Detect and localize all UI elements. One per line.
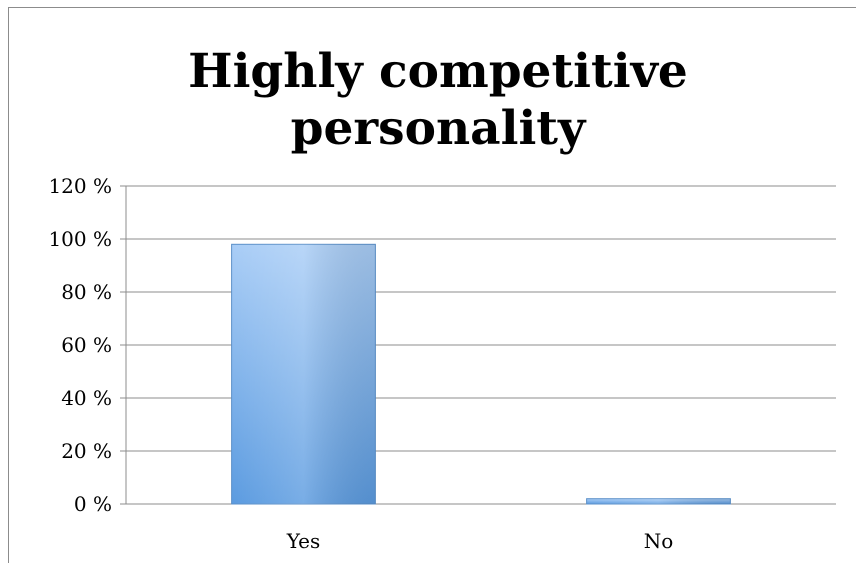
y-tick-label: 80 % [61, 280, 112, 304]
chart-title-line-1: Highly competitive [188, 44, 688, 99]
x-axis-ticks: Yes No [286, 529, 674, 553]
bar-sheen [586, 498, 731, 504]
y-axis-ticks: 0 % 20 % 40 % 60 % 80 % 100 % 120 % [48, 174, 112, 516]
y-tick-label: 60 % [61, 333, 112, 357]
y-tick-label: 100 % [48, 227, 112, 251]
bars [231, 243, 731, 505]
bar-sheen [231, 244, 376, 505]
gridlines [120, 185, 836, 505]
y-tick-label: 40 % [61, 386, 112, 410]
x-tick-label: No [644, 529, 674, 553]
chart-title-line-2: personality [291, 101, 587, 156]
y-tick-label: 0 % [74, 492, 112, 516]
x-tick-label: Yes [286, 529, 321, 553]
y-tick-label: 20 % [61, 439, 112, 463]
y-tick-label: 120 % [48, 174, 112, 198]
chart-frame [8, 7, 856, 563]
